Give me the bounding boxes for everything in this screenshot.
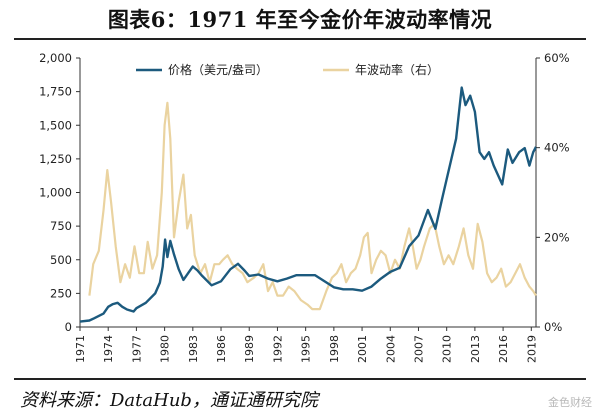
x-tick-label: 1998 <box>328 335 341 363</box>
top-rule <box>14 38 586 40</box>
x-tick-label: 1986 <box>215 335 228 363</box>
left-tick-label: 0 <box>65 320 72 334</box>
legend: 价格（美元/盎司） 年波动率（右） <box>136 62 439 77</box>
x-tick-label: 1974 <box>102 335 115 363</box>
x-tick-label: 1989 <box>243 335 256 363</box>
left-tick-label: 1,750 <box>39 85 72 99</box>
x-tick-label: 2016 <box>497 335 510 363</box>
left-axis-ticks: 0 250 500 750 1,000 1,250 1,500 1,750 2,000 <box>39 51 80 334</box>
right-tick-label: 0% <box>544 320 562 334</box>
right-axis-ticks: 0% 20% 40% 60% <box>536 51 570 334</box>
left-tick-label: 1,250 <box>39 152 72 166</box>
right-tick-label: 20% <box>544 230 570 244</box>
x-tick-label: 1992 <box>271 335 284 363</box>
bottom-rule <box>14 378 586 380</box>
series-line <box>79 86 538 323</box>
x-axis-ticks: 1971 1974 1977 1980 1983 1986 1989 1992 1995 1998… <box>74 327 538 363</box>
x-tick-label: 1983 <box>187 335 200 363</box>
left-tick-label: 750 <box>50 219 72 233</box>
x-tick-label: 1995 <box>300 335 313 363</box>
left-tick-label: 2,000 <box>39 51 72 65</box>
left-tick-label: 250 <box>50 286 72 300</box>
left-tick-label: 1,000 <box>39 186 72 200</box>
chart-title: 图表6：1971 年至今金价年波动率情况 <box>107 7 493 32</box>
right-tick-label: 60% <box>544 51 570 65</box>
x-tick-label: 2019 <box>525 335 538 363</box>
chart: 0 250 500 750 1,000 1,250 1,500 1,750 2,000 0% 20… <box>39 51 570 363</box>
x-tick-label: 2013 <box>469 335 482 363</box>
watermark: 金色财经 <box>548 396 592 409</box>
x-tick-label: 2010 <box>441 335 454 363</box>
x-tick-label: 2007 <box>412 335 425 363</box>
left-tick-label: 500 <box>50 253 72 267</box>
x-tick-label: 1980 <box>159 335 172 363</box>
x-tick-label: 2004 <box>384 335 397 363</box>
price-series <box>79 86 538 323</box>
series-line <box>88 101 537 311</box>
right-tick-label: 40% <box>544 141 570 155</box>
source-note: 资料来源：DataHub，通证通研究院 <box>20 390 318 411</box>
x-tick-label: 1971 <box>74 335 87 363</box>
x-tick-label: 2001 <box>356 335 369 363</box>
legend-label: 年波动率（右） <box>355 62 439 77</box>
legend-label: 价格（美元/盎司） <box>168 62 268 77</box>
left-tick-label: 1,500 <box>39 118 72 132</box>
volatility-series <box>88 101 537 311</box>
x-tick-label: 1977 <box>130 335 143 363</box>
